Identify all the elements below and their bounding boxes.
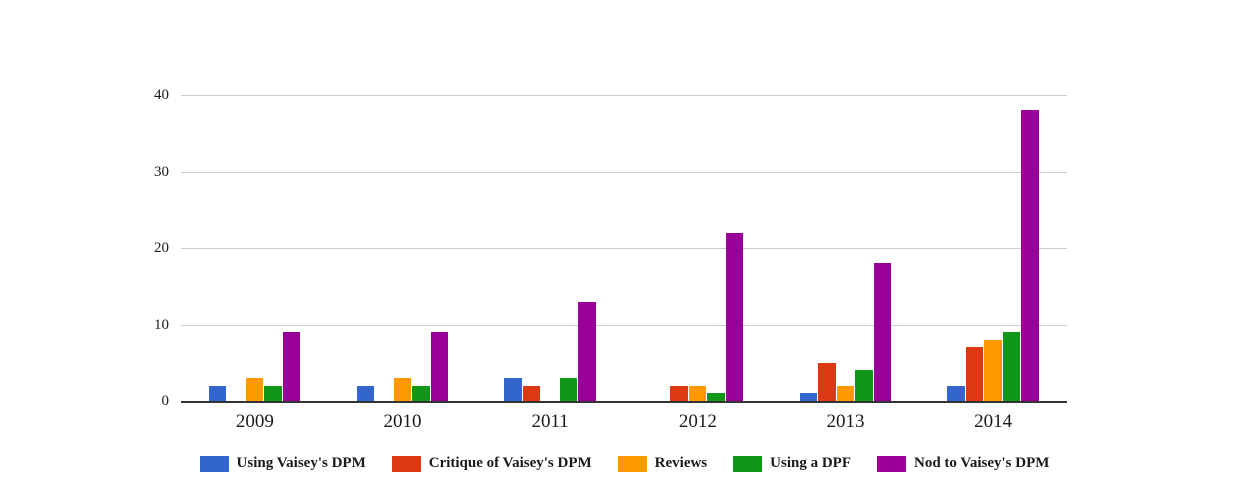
x-axis-label-2013: 2013	[826, 411, 865, 432]
y-tick-label-20: 20	[154, 240, 169, 256]
bar-2011-critique-of-vaisey-s-dpm[interactable]	[522, 385, 541, 401]
bar-group-2010	[356, 95, 449, 401]
bar-2010-reviews[interactable]	[393, 378, 411, 401]
bar-2010-using-vaisey-s-dpm[interactable]	[356, 385, 374, 401]
x-axis-label-2014: 2014	[974, 411, 1013, 432]
bar-group-2012	[652, 95, 744, 401]
legend-label-critique-of-vaisey-s-dpm: Critique of Vaisey's DPM	[428, 455, 592, 471]
bar-2009-reviews[interactable]	[245, 378, 264, 401]
bar-group-2014	[947, 95, 1039, 401]
bar-2014-critique-of-vaisey-s-dpm[interactable]	[965, 347, 984, 401]
bar-2013-reviews[interactable]	[836, 385, 854, 401]
x-axis-label-2009: 2009	[235, 411, 274, 432]
legend: Using Vaisey's DPM Critique of Vaisey's D…	[0, 455, 1249, 472]
legend-swatch-reviews	[617, 455, 647, 472]
bar-2012-using-a-dpf[interactable]	[707, 393, 725, 401]
legend-label-using-vaisey-s-dpm: Using Vaisey's DPM	[236, 455, 366, 471]
bar-2011-nod-to-vaisey-s-dpm[interactable]	[578, 301, 596, 401]
bar-2009-using-a-dpf[interactable]	[264, 385, 282, 401]
legend-item-critique-of-vaisey-s-dpm: Critique of Vaisey's DPM	[391, 455, 592, 472]
y-tick-label-0: 0	[161, 393, 170, 409]
legend-swatch-using-a-dpf	[733, 455, 763, 472]
bar-2012-critique-of-vaisey-s-dpm[interactable]	[670, 385, 688, 401]
x-axis-label-2010: 2010	[383, 411, 422, 432]
bar-2011-using-a-dpf[interactable]	[559, 378, 578, 401]
legend-swatch-critique-of-vaisey-s-dpm	[391, 455, 421, 472]
gridline-20	[181, 248, 1067, 249]
legend-swatch-nod-to-vaisey-s-dpm	[877, 455, 906, 472]
bar-2013-critique-of-vaisey-s-dpm[interactable]	[818, 362, 836, 401]
y-tick-label-30: 30	[154, 163, 169, 180]
bar-2014-nod-to-vaisey-s-dpm[interactable]	[1021, 110, 1039, 401]
legend-label-reviews: Reviews	[654, 455, 708, 471]
bar-2013-using-vaisey-s-dpm[interactable]	[799, 393, 817, 401]
bar-2010-nod-to-vaisey-s-dpm[interactable]	[430, 332, 448, 401]
bar-2013-using-a-dpf[interactable]	[855, 370, 873, 401]
legend-label-using-a-dpf: Using a DPF	[770, 455, 851, 471]
legend-item-using-a-dpf: Using a DPF	[733, 455, 851, 472]
y-tick-label-10: 10	[154, 316, 169, 333]
legend-item-using-vaisey-s-dpm: Using Vaisey's DPM	[199, 455, 366, 472]
bar-2009-using-vaisey-s-dpm[interactable]	[208, 385, 227, 401]
plot-area	[181, 95, 1067, 403]
x-axis-label-2011: 2011	[531, 411, 569, 432]
bar-2009-nod-to-vaisey-s-dpm[interactable]	[282, 332, 301, 401]
bar-group-2013	[799, 95, 892, 401]
bar-2013-nod-to-vaisey-s-dpm[interactable]	[873, 263, 891, 401]
bar-2010-using-a-dpf[interactable]	[412, 385, 430, 401]
legend-item-reviews: Reviews	[617, 455, 708, 472]
legend-swatch-using-vaisey-s-dpm	[199, 455, 229, 472]
gridline-40	[181, 95, 1067, 96]
bar-group-2011	[504, 95, 596, 401]
bar-2011-using-vaisey-s-dpm[interactable]	[504, 378, 522, 401]
legend-label-nod-to-vaisey-s-dpm: Nod to Vaisey's DPM	[914, 455, 1050, 471]
gridline-10	[181, 324, 1067, 326]
legend-item-nod-to-vaisey-s-dpm: Nod to Vaisey's DPM	[877, 455, 1049, 472]
gridline-30	[181, 171, 1067, 173]
bar-2012-reviews[interactable]	[688, 385, 707, 401]
x-axis-label-2012: 2012	[678, 411, 717, 432]
y-tick-label-40: 40	[154, 87, 169, 103]
bar-2014-reviews[interactable]	[984, 339, 1002, 401]
bar-2014-using-vaisey-s-dpm[interactable]	[947, 385, 965, 401]
bar-2012-nod-to-vaisey-s-dpm[interactable]	[725, 232, 744, 401]
bar-2014-using-a-dpf[interactable]	[1002, 332, 1021, 401]
bar-group-2009	[208, 95, 301, 401]
